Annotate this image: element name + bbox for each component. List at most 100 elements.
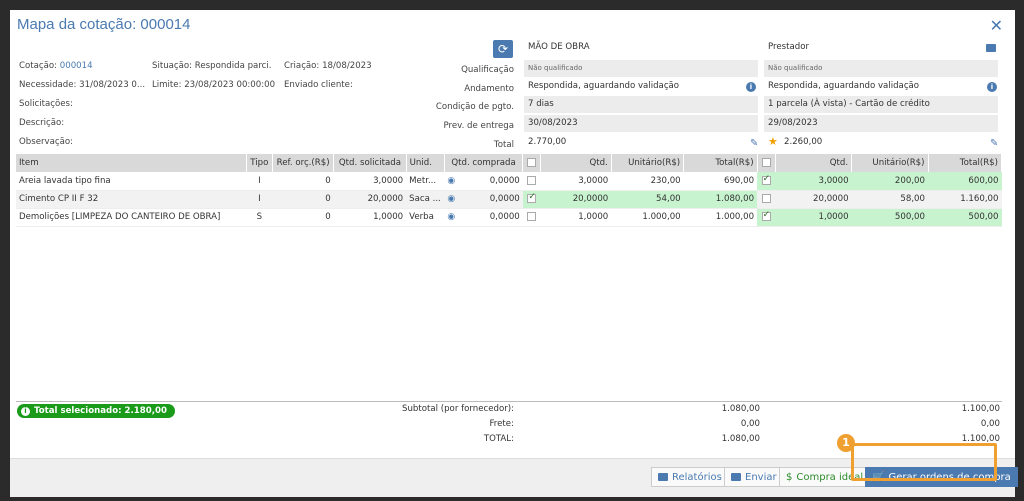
- table-header-row: Item Tipo Ref. orç.(R$) Qtd. solicitada …: [16, 154, 1002, 172]
- relatorios-button[interactable]: Relatórios: [651, 467, 729, 487]
- s1-select[interactable]: [522, 208, 541, 227]
- qtd-comprada-value: 0,0000: [489, 175, 520, 186]
- item-unid: Verba: [406, 208, 445, 227]
- s1-total: 1.000,00: [683, 208, 758, 227]
- item-qtd-comprada: ◉ 0,0000: [444, 208, 523, 227]
- compra-ideal-button[interactable]: $ Compra ideal: [779, 467, 871, 487]
- info-icon: i: [21, 407, 30, 416]
- dollar-icon: $: [786, 472, 793, 483]
- item-tipo: I: [246, 172, 273, 191]
- edit-pencil-icon[interactable]: ✎: [750, 138, 759, 149]
- s1-unitario: 1.000,00: [611, 208, 684, 227]
- item-ref: 0: [272, 208, 334, 227]
- col-ref[interactable]: Ref. orç.(R$): [272, 154, 335, 172]
- total-selected-text: Total selecionado: 2.180,00: [34, 406, 167, 416]
- col-tipo[interactable]: Tipo: [246, 154, 273, 172]
- supplier-1-qualificacao: Não qualificado: [524, 60, 758, 77]
- star-icon: ★: [768, 135, 778, 148]
- col-s1-unitario[interactable]: Unitário(R$): [611, 154, 685, 172]
- s2-select[interactable]: [757, 208, 776, 227]
- eye-icon[interactable]: ◉: [447, 212, 456, 222]
- subtotal-label: Subtotal (por fornecedor):: [402, 404, 514, 414]
- highlight-frame: [851, 443, 997, 481]
- info-icon[interactable]: i: [987, 82, 997, 92]
- supplier-2-condicao: 1 parcela (À vista) - Cartão de crédito: [764, 96, 998, 113]
- item-name: Areia lavada tipo fina: [16, 172, 247, 191]
- s2-frete: 0,00: [980, 419, 1000, 429]
- mail-icon[interactable]: [986, 44, 996, 52]
- s1-select[interactable]: [522, 172, 541, 191]
- supplier-1-name: MÃO DE OBRA: [528, 42, 590, 52]
- qtd-comprada-value: 0,0000: [489, 212, 520, 222]
- cotacao-link[interactable]: 000014: [59, 61, 93, 71]
- supplier-1-condicao: 7 dias: [524, 96, 758, 113]
- cart-icon: 🛒: [872, 472, 885, 483]
- callout-number: 1: [837, 434, 855, 452]
- supplier-2-name: Prestador: [768, 42, 810, 52]
- col-unid[interactable]: Unid.: [406, 154, 445, 172]
- s1-frete: 0,00: [740, 419, 760, 429]
- col-item[interactable]: Item: [16, 154, 247, 172]
- select-all-supplier-2[interactable]: [757, 154, 776, 172]
- s2-qtd: 1,0000: [775, 208, 852, 227]
- label-prev-entrega: Prev. de entrega: [443, 121, 514, 131]
- checkbox[interactable]: [761, 158, 771, 167]
- table-row[interactable]: Cimento CP II F 32 I 0 20,0000 Saca ... …: [16, 190, 1002, 209]
- s1-unitario: 54,00: [611, 190, 684, 209]
- checkbox[interactable]: [527, 158, 537, 167]
- checkbox[interactable]: [761, 194, 771, 203]
- label-qualificacao: Qualificação: [461, 65, 514, 75]
- checkbox-checked[interactable]: [761, 210, 771, 221]
- s2-qtd: 20,0000: [775, 190, 852, 209]
- s2-select[interactable]: [757, 172, 776, 191]
- checkbox-checked[interactable]: [527, 192, 537, 203]
- refresh-icon[interactable]: ⟳: [493, 40, 513, 58]
- qtd-comprada-value: 0,0000: [489, 194, 520, 204]
- limite-info: Limite: 23/08/2023 00:00:00: [152, 80, 276, 90]
- frete-label: Frete:: [489, 419, 514, 429]
- descricao-info: Descrição:: [19, 118, 65, 128]
- items-table: Item Tipo Ref. orç.(R$) Qtd. solicitada …: [16, 154, 1002, 227]
- item-name: Cimento CP II F 32: [16, 190, 247, 209]
- s2-unitario: 200,00: [851, 172, 928, 191]
- table-row[interactable]: Demolições [LIMPEZA DO CANTEIRO DE OBRA]…: [16, 208, 1002, 227]
- s2-select[interactable]: [757, 190, 776, 209]
- table-row[interactable]: Areia lavada tipo fina I 0 3,0000 Metr..…: [16, 172, 1002, 191]
- edit-pencil-icon[interactable]: ✎: [990, 138, 999, 149]
- s2-total: 1.160,00: [928, 190, 1002, 209]
- info-icon[interactable]: i: [746, 82, 756, 92]
- col-qtd-solicitada[interactable]: Qtd. solicitada: [333, 154, 407, 172]
- col-s1-total[interactable]: Total(R$): [683, 154, 758, 172]
- eye-icon[interactable]: ◉: [447, 175, 456, 186]
- enviar-button[interactable]: Enviar: [724, 467, 784, 487]
- total-label: TOTAL:: [483, 434, 514, 444]
- s1-subtotal: 1.080,00: [721, 404, 760, 414]
- select-all-supplier-1[interactable]: [522, 154, 542, 172]
- s1-select[interactable]: [522, 190, 541, 209]
- col-s2-total[interactable]: Total(R$): [928, 154, 1002, 172]
- item-qtd-solicitada: 3,0000: [333, 172, 407, 191]
- close-icon[interactable]: ✕: [989, 16, 1003, 35]
- col-s2-unitario[interactable]: Unitário(R$): [851, 154, 929, 172]
- eye-icon[interactable]: ◉: [447, 194, 456, 204]
- supplier-2-prev-entrega: 29/08/2023: [764, 115, 998, 132]
- situacao-info: Situação: Respondida parci...: [152, 61, 272, 71]
- s1-total-sum: 1.080,00: [721, 434, 760, 444]
- col-s1-qtd[interactable]: Qtd.: [540, 154, 612, 172]
- col-s2-qtd[interactable]: Qtd.: [775, 154, 853, 172]
- label-total: Total: [493, 140, 514, 150]
- checkbox-checked[interactable]: [761, 174, 771, 185]
- supplier-2-andamento: Respondida, aguardando validação: [768, 81, 920, 91]
- cotacao-info: Cotação: 000014: [19, 61, 93, 71]
- checkbox[interactable]: [527, 175, 537, 185]
- supplier-2-total: 2.260,00: [784, 137, 823, 147]
- gerar-ordens-button[interactable]: 🛒 Gerar ordens de compra: [865, 467, 1018, 487]
- s1-qtd: 1,0000: [540, 208, 612, 227]
- checkbox[interactable]: [527, 212, 537, 221]
- s2-total-sum: 1.100,00: [961, 434, 1000, 444]
- relatorios-label: Relatórios: [672, 472, 722, 483]
- item-tipo: I: [246, 190, 273, 209]
- supplier-1-andamento: Respondida, aguardando validação: [528, 81, 680, 91]
- col-qtd-comprada[interactable]: Qtd. comprada: [444, 154, 524, 172]
- item-unid: Metr...: [406, 172, 445, 191]
